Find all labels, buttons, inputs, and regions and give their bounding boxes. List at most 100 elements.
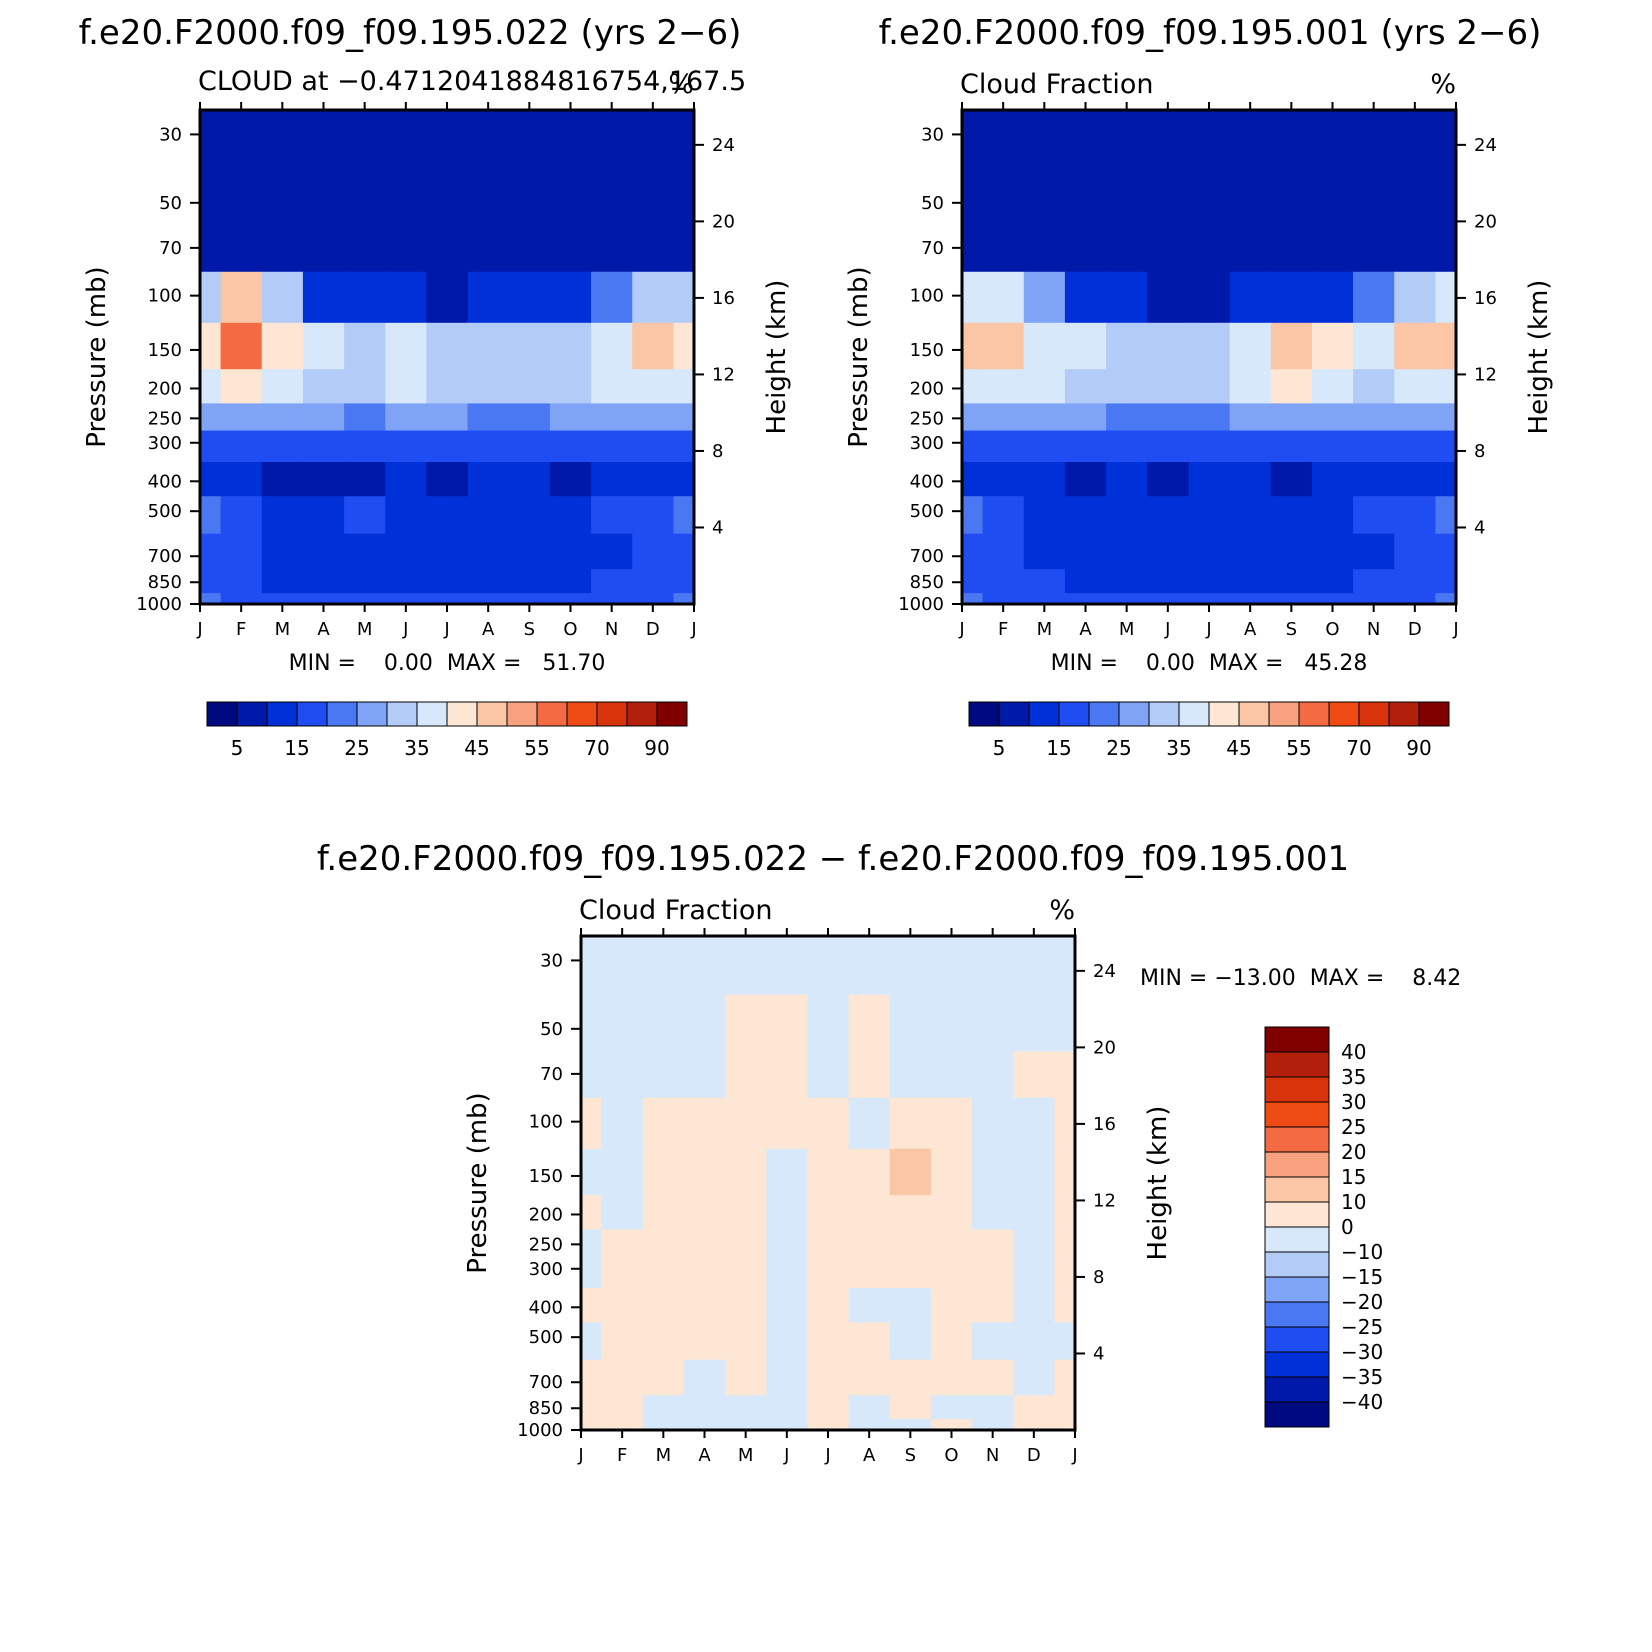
contour-cell [1188, 496, 1231, 535]
contour-cell [848, 1148, 891, 1196]
contour-cell [1064, 369, 1107, 405]
x-tick-label: S [905, 1445, 916, 1466]
contour-cell [1064, 533, 1107, 570]
contour-cell [549, 271, 592, 324]
colorbar-label: 55 [524, 736, 549, 760]
contour-cell [1054, 1419, 1076, 1431]
contour-cell [220, 430, 263, 463]
contour-cell [261, 569, 304, 594]
contour-cell [642, 936, 685, 996]
contour-cell [683, 1288, 726, 1323]
contour-cell [683, 1148, 726, 1196]
panel-1-units: % [668, 69, 694, 100]
contour-cell [1013, 1322, 1056, 1361]
contour-cell [426, 168, 469, 226]
y2-tick-label: 8 [1474, 441, 1485, 462]
y2-tick-label: 24 [1093, 961, 1116, 982]
panel-2-colorbar: 5 15 25 35 45 55 70 90 [968, 701, 1450, 760]
colorbar-box [596, 701, 628, 727]
contour-cell [1147, 533, 1190, 570]
contour-cell [673, 403, 695, 432]
panel-2-ylabel: Pressure (mb) [844, 266, 874, 447]
contour-cell [1353, 496, 1395, 535]
contour-cell [549, 403, 592, 432]
contour-cell [972, 1195, 1014, 1231]
contour-cell [200, 369, 222, 405]
contour-cell [683, 1195, 726, 1231]
contour-cell [508, 593, 551, 605]
colorbar-box [416, 701, 448, 727]
contour-cell [1311, 369, 1354, 405]
contour-cell [1229, 110, 1272, 170]
contour-cell [1147, 322, 1190, 370]
y2-tick-label: 8 [712, 441, 723, 462]
contour-cell [889, 1097, 932, 1150]
colorbar-label: 90 [644, 736, 669, 760]
y-tick-label: 30 [540, 950, 563, 971]
contour-cell [302, 569, 345, 594]
y-tick-label: 400 [148, 471, 182, 492]
panel-1-contour-field [200, 110, 695, 605]
contour-cell [601, 1148, 644, 1196]
contour-cell [344, 322, 386, 370]
contour-cell [673, 593, 695, 605]
contour-cell [1147, 225, 1190, 273]
contour-cell [1229, 225, 1272, 273]
contour-cell [1054, 1256, 1076, 1289]
contour-cell [261, 271, 304, 324]
contour-cell [766, 1229, 809, 1258]
contour-cell [1394, 496, 1437, 535]
contour-cell [683, 1097, 726, 1150]
colorbar-box [1264, 1251, 1330, 1278]
contour-cell [508, 369, 551, 405]
contour-cell [1353, 369, 1395, 405]
contour-cell [1270, 569, 1313, 594]
x-tick-label: J [958, 619, 964, 640]
contour-cell [1054, 994, 1076, 1052]
contour-cell [725, 1288, 767, 1323]
contour-cell [508, 533, 551, 570]
contour-cell [1353, 271, 1395, 324]
contour-cell [1270, 225, 1313, 273]
colorbar-box [1264, 1176, 1330, 1203]
colorbar-label: 55 [1286, 736, 1311, 760]
contour-cell [1064, 322, 1107, 370]
contour-cell [1106, 462, 1148, 497]
contour-cell [1147, 369, 1190, 405]
contour-cell [1023, 593, 1066, 605]
colorbar-box [1264, 1376, 1330, 1403]
contour-cell [1147, 496, 1190, 535]
contour-cell [1394, 369, 1437, 405]
contour-cell [1270, 462, 1313, 497]
contour-cell [200, 430, 222, 463]
colorbar-box [1118, 701, 1150, 727]
contour-cell [467, 593, 510, 605]
contour-cell [549, 569, 592, 594]
contour-cell [261, 403, 304, 432]
contour-cell [1435, 369, 1457, 405]
contour-cell [1229, 533, 1272, 570]
contour-cell [632, 430, 675, 463]
y-tick-label: 700 [148, 546, 182, 567]
panel-3-y2label: Height (km) [1143, 1106, 1173, 1261]
colorbar-box [1264, 1276, 1330, 1303]
contour-cell [1064, 593, 1107, 605]
contour-cell [725, 936, 767, 996]
contour-cell [962, 569, 984, 594]
y-tick-label: 150 [148, 340, 182, 361]
contour-cell [1435, 569, 1457, 594]
contour-cell [601, 1229, 644, 1258]
contour-cell [1013, 1195, 1056, 1231]
contour-cell [642, 1195, 685, 1231]
y-tick-label: 150 [529, 1166, 563, 1187]
contour-cell [1311, 322, 1354, 370]
contour-cell [426, 225, 469, 273]
contour-cell [766, 936, 809, 996]
x-tick-label: J [443, 619, 449, 640]
contour-cell [467, 533, 510, 570]
colorbar-label: 5 [231, 736, 244, 760]
colorbar-label: 25 [344, 736, 369, 760]
contour-cell [982, 462, 1025, 497]
colorbar-box [1264, 1051, 1330, 1078]
contour-cell [930, 1051, 973, 1099]
